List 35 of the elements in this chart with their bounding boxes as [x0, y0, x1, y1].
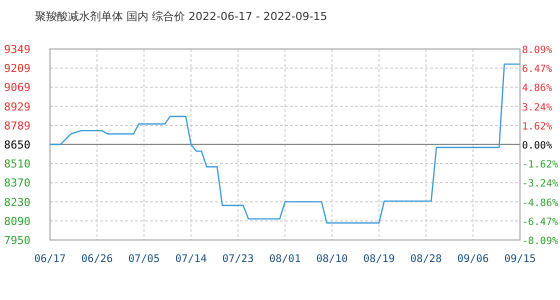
x-tick-label: 07/05	[128, 253, 160, 265]
y-tick-label: 8789	[4, 119, 30, 132]
y-tick-label: 9069	[4, 81, 30, 94]
y2-tick-label: 3.24%	[522, 102, 552, 114]
y-tick-label: 8650	[4, 138, 30, 152]
y-tick-label: 8370	[4, 176, 30, 190]
y2-tick-label: -8.09%	[522, 236, 558, 247]
x-tick-label: 09/06	[457, 253, 489, 265]
y2-tick-label: -1.62%	[522, 160, 558, 171]
x-tick-label: 08/01	[269, 253, 301, 265]
x-tick-label: 08/28	[410, 253, 442, 265]
x-tick-label: 08/19	[363, 253, 395, 265]
y2-tick-label: 8.09%	[522, 45, 552, 56]
y2-tick-label: 0.00%	[522, 140, 552, 152]
line-series	[49, 64, 521, 224]
y2-tick-label: 6.47%	[522, 64, 552, 76]
y-tick-label: 7950	[4, 234, 30, 247]
y2-tick-label: -3.24%	[522, 178, 558, 190]
y-tick-label: 8090	[4, 214, 30, 228]
y-tick-label: 9349	[4, 43, 30, 56]
x-tick-label: 08/10	[316, 253, 348, 265]
x-tick-label: 07/14	[175, 253, 207, 265]
y-tick-label: 8230	[4, 196, 30, 209]
y2-tick-label: 4.86%	[522, 83, 552, 94]
chart-title: 聚羧酸减水剂单体 国内 综合价 2022-06-17 - 2022-09-15	[35, 10, 328, 23]
x-tick-label: 09/15	[504, 253, 536, 265]
y-tick-label: 9209	[4, 62, 30, 76]
x-tick-label: 06/26	[81, 253, 113, 265]
y-tick-label: 8510	[4, 158, 30, 171]
y2-tick-label: 1.62%	[522, 121, 552, 132]
y-tick-label: 8929	[4, 100, 30, 114]
x-tick-label: 06/17	[34, 253, 66, 265]
y2-tick-label: -6.47%	[522, 216, 558, 228]
x-tick-label: 07/23	[222, 253, 254, 265]
y2-tick-label: -4.86%	[522, 198, 558, 209]
